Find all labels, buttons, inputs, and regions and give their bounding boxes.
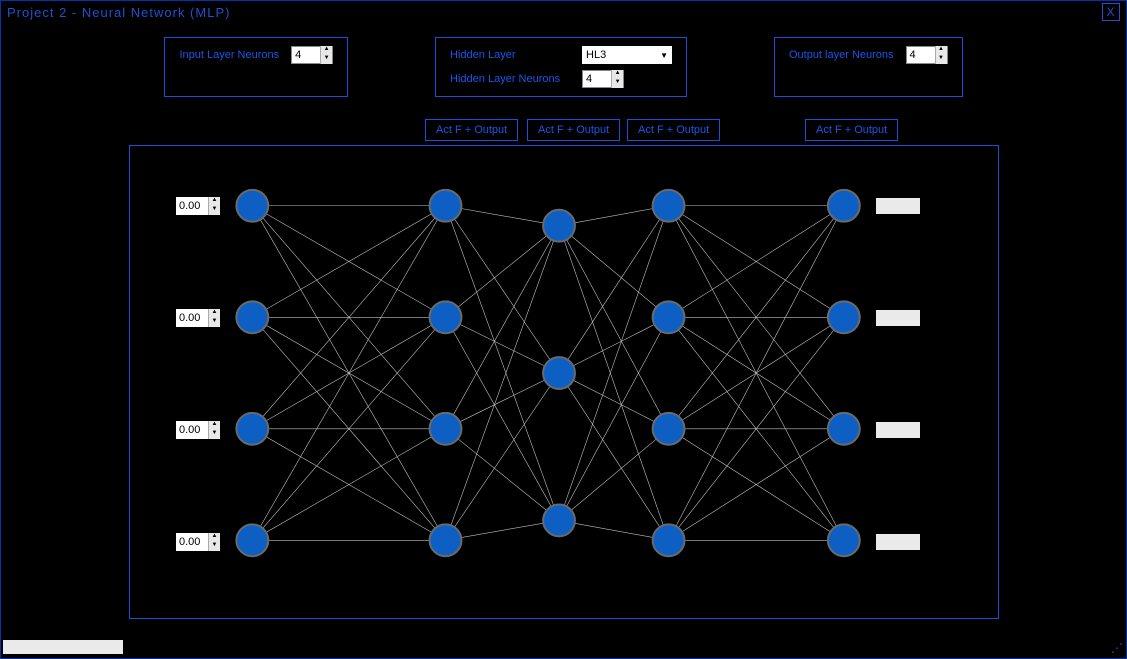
network-edge — [559, 373, 669, 429]
hidden-layer-selected: HL3 — [586, 49, 606, 61]
chevron-up-icon[interactable]: ▲ — [208, 533, 220, 542]
output-neurons-label: Output layer Neurons — [789, 49, 894, 61]
activation-output-button[interactable]: Act F + Output — [627, 119, 720, 141]
input-neurons-label: Input Layer Neurons — [179, 49, 279, 61]
neuron-node[interactable] — [236, 301, 268, 333]
output-value-box — [876, 534, 920, 550]
input-value-stepper[interactable]: 0.00▲▼ — [176, 533, 220, 551]
input-value: 0.00 — [176, 200, 208, 212]
neuron-node[interactable] — [430, 413, 462, 445]
hidden-neurons-value: 4 — [583, 73, 611, 85]
titlebar: Project 2 - Neural Network (MLP) X — [1, 1, 1126, 23]
chevron-down-icon[interactable]: ▼ — [320, 55, 332, 64]
network-svg — [130, 146, 998, 618]
spinner-buttons[interactable]: ▲▼ — [208, 421, 220, 439]
input-value-stepper[interactable]: 0.00▲▼ — [176, 421, 220, 439]
neuron-node[interactable] — [828, 190, 860, 222]
spinner-buttons[interactable]: ▲▼ — [208, 533, 220, 551]
input-value-stepper[interactable]: 0.00▲▼ — [176, 309, 220, 327]
chevron-down-icon[interactable]: ▼ — [208, 318, 220, 327]
network-edge — [446, 226, 560, 541]
hidden-layer-select[interactable]: HL3 ▼ — [582, 46, 672, 64]
status-bar — [3, 640, 123, 654]
activation-output-button[interactable]: Act F + Output — [425, 119, 518, 141]
neuron-node[interactable] — [653, 190, 685, 222]
chevron-up-icon[interactable]: ▲ — [208, 421, 220, 430]
neuron-node[interactable] — [430, 190, 462, 222]
output-neurons-value: 4 — [907, 49, 935, 61]
neuron-node[interactable] — [828, 413, 860, 445]
input-value-stepper[interactable]: 0.00▲▼ — [176, 197, 220, 215]
network-edge — [559, 317, 669, 373]
network-edge — [559, 226, 669, 318]
output-neurons-stepper[interactable]: 4 ▲▼ — [906, 46, 948, 64]
window-title: Project 2 - Neural Network (MLP) — [7, 5, 230, 20]
chevron-down-icon[interactable]: ▼ — [611, 79, 623, 88]
network-edge — [446, 520, 560, 540]
chevron-down-icon[interactable]: ▼ — [208, 430, 220, 439]
neuron-node[interactable] — [653, 524, 685, 556]
chevron-up-icon[interactable]: ▲ — [611, 70, 623, 79]
spinner-buttons[interactable]: ▲▼ — [935, 46, 947, 64]
input-neurons-stepper[interactable]: 4 ▲▼ — [291, 46, 333, 64]
neuron-node[interactable] — [430, 524, 462, 556]
neuron-node[interactable] — [236, 190, 268, 222]
hidden-layer-config: Hidden Layer HL3 ▼ Hidden Layer Neurons … — [435, 37, 687, 97]
network-edge — [446, 206, 560, 226]
chevron-up-icon[interactable]: ▲ — [935, 46, 947, 55]
network-edge — [559, 226, 669, 541]
network-edge — [446, 317, 560, 373]
chevron-down-icon[interactable]: ▼ — [208, 206, 220, 215]
resize-grip[interactable]: ⋰ — [1109, 641, 1123, 655]
chevron-up-icon[interactable]: ▲ — [320, 46, 332, 55]
activation-output-button[interactable]: Act F + Output — [805, 119, 898, 141]
input-value: 0.00 — [176, 536, 208, 548]
neuron-node[interactable] — [430, 301, 462, 333]
spinner-buttons[interactable]: ▲▼ — [208, 197, 220, 215]
hidden-layer-label: Hidden Layer — [450, 49, 570, 61]
spinner-buttons[interactable]: ▲▼ — [320, 46, 332, 64]
neuron-node[interactable] — [828, 301, 860, 333]
app-window: Project 2 - Neural Network (MLP) X Input… — [0, 0, 1127, 659]
chevron-up-icon[interactable]: ▲ — [208, 197, 220, 206]
network-edge — [446, 373, 560, 429]
output-value-box — [876, 310, 920, 326]
neuron-node[interactable] — [543, 504, 575, 536]
output-value-box — [876, 422, 920, 438]
hidden-neurons-stepper[interactable]: 4 ▲▼ — [582, 70, 624, 88]
activation-output-button[interactable]: Act F + Output — [527, 119, 620, 141]
network-edge — [559, 206, 669, 521]
network-canvas: 0.00▲▼0.00▲▼0.00▲▼0.00▲▼ — [129, 145, 999, 619]
neuron-node[interactable] — [543, 357, 575, 389]
chevron-down-icon: ▼ — [660, 51, 668, 60]
chevron-down-icon[interactable]: ▼ — [935, 55, 947, 64]
neuron-node[interactable] — [653, 301, 685, 333]
network-edge — [446, 206, 560, 521]
neuron-node[interactable] — [828, 524, 860, 556]
input-value: 0.00 — [176, 424, 208, 436]
network-edge — [559, 429, 669, 521]
config-row: Input Layer Neurons 4 ▲▼ Hidden Layer HL… — [1, 37, 1126, 97]
input-layer-config: Input Layer Neurons 4 ▲▼ — [164, 37, 348, 97]
neuron-node[interactable] — [236, 413, 268, 445]
network-edge — [446, 429, 560, 521]
neuron-node[interactable] — [543, 210, 575, 242]
neuron-node[interactable] — [236, 524, 268, 556]
neuron-node[interactable] — [653, 413, 685, 445]
output-layer-config: Output layer Neurons 4 ▲▼ — [774, 37, 963, 97]
chevron-down-icon[interactable]: ▼ — [208, 542, 220, 551]
chevron-up-icon[interactable]: ▲ — [208, 309, 220, 318]
input-neurons-value: 4 — [292, 49, 320, 61]
close-icon: X — [1106, 5, 1115, 19]
close-button[interactable]: X — [1102, 3, 1120, 21]
output-value-box — [876, 198, 920, 214]
spinner-buttons[interactable]: ▲▼ — [611, 70, 623, 88]
input-value: 0.00 — [176, 312, 208, 324]
spinner-buttons[interactable]: ▲▼ — [208, 309, 220, 327]
hidden-neurons-label: Hidden Layer Neurons — [450, 73, 570, 85]
network-edge — [446, 226, 560, 318]
